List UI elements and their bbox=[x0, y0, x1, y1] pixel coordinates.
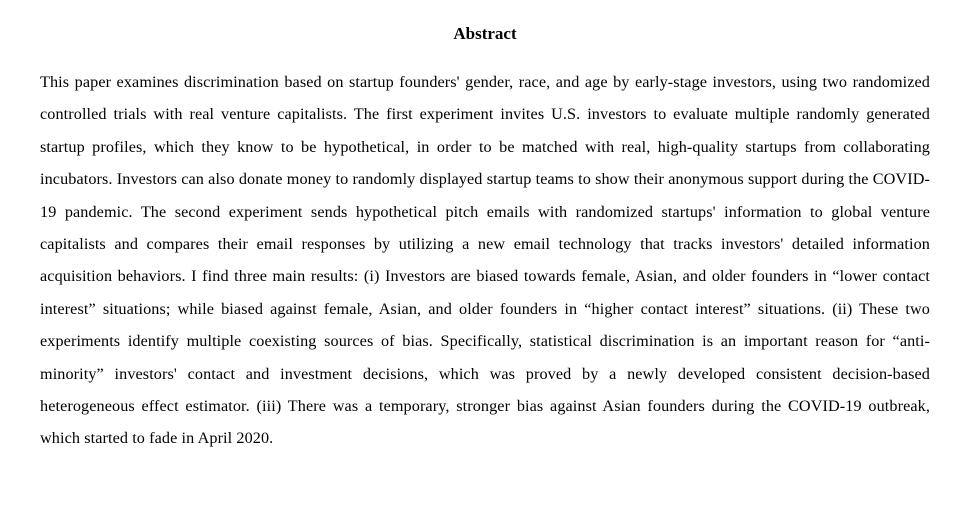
abstract-section: Abstract This paper examines discriminat… bbox=[0, 0, 970, 485]
abstract-body: This paper examines discrimination based… bbox=[40, 66, 930, 455]
abstract-heading: Abstract bbox=[40, 24, 930, 44]
